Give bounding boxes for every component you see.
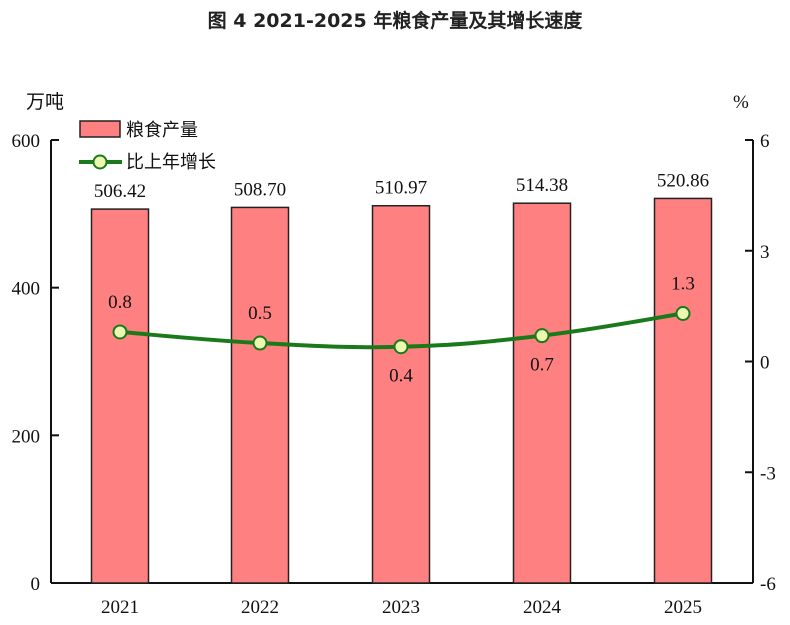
growth-label: 0.7 bbox=[530, 355, 554, 376]
bar-label: 514.38 bbox=[516, 175, 568, 196]
right-tick-label: -6 bbox=[760, 574, 776, 595]
right-tick-label: 0 bbox=[760, 353, 770, 374]
growth-label: 0.5 bbox=[248, 303, 272, 324]
left-tick-label: 400 bbox=[12, 279, 41, 300]
x-tick-label: 2022 bbox=[241, 597, 279, 618]
bar-label: 508.70 bbox=[234, 179, 286, 200]
growth-marker-2021 bbox=[112, 324, 128, 340]
bar-2023 bbox=[371, 204, 431, 584]
growth-label: 0.8 bbox=[108, 292, 132, 313]
bar-label: 506.42 bbox=[94, 181, 146, 202]
legend-bar-swatch bbox=[79, 120, 121, 138]
growth-label: 1.3 bbox=[671, 274, 695, 295]
left-tick-label: 0 bbox=[31, 574, 41, 595]
growth-marker-2022 bbox=[252, 335, 268, 351]
left-tick-label: 600 bbox=[12, 131, 41, 152]
legend-marker-icon bbox=[92, 154, 108, 170]
bar-2021 bbox=[90, 208, 150, 584]
bar-2024 bbox=[512, 202, 572, 584]
right-tick-label: 3 bbox=[760, 242, 770, 263]
right-tick-label: 6 bbox=[760, 131, 770, 152]
growth-marker-2025 bbox=[675, 306, 691, 322]
right-tick-label: -3 bbox=[760, 463, 776, 484]
x-tick-label: 2025 bbox=[664, 597, 702, 618]
right-axis-label: % bbox=[733, 92, 749, 113]
growth-label: 0.4 bbox=[389, 366, 413, 387]
x-tick-label: 2024 bbox=[523, 597, 562, 618]
bar-2025 bbox=[653, 197, 713, 584]
growth-marker-2023 bbox=[393, 339, 409, 355]
chart-title: 图 4 2021-2025 年粮食产量及其增长速度 bbox=[207, 10, 583, 32]
bar-label: 510.97 bbox=[375, 178, 427, 199]
legend-line-label: 比上年增长 bbox=[126, 152, 216, 173]
x-tick-label: 2023 bbox=[382, 597, 420, 618]
left-tick-label: 200 bbox=[12, 426, 41, 447]
left-axis-label: 万吨 bbox=[26, 91, 64, 113]
legend-bar-label: 粮食产量 bbox=[126, 120, 198, 141]
x-tick-label: 2021 bbox=[101, 597, 139, 618]
growth-marker-2024 bbox=[534, 328, 550, 344]
bar-2022 bbox=[230, 206, 290, 584]
bar-label: 520.86 bbox=[657, 170, 709, 191]
